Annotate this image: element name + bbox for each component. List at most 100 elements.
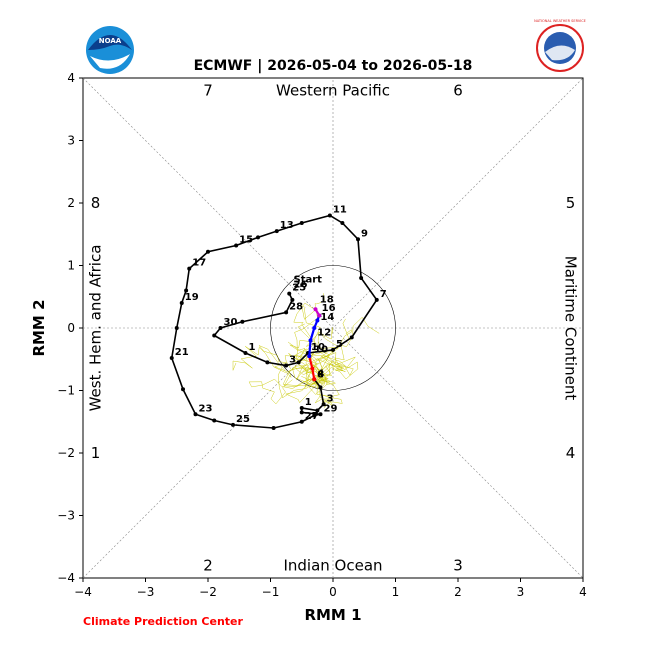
- y-tick-label: −2: [57, 446, 75, 460]
- y-tick-label: 4: [67, 71, 75, 85]
- ensemble-member-line: [301, 376, 343, 409]
- observed-point: [184, 288, 189, 293]
- forecast-point-label: 14: [320, 312, 334, 323]
- observed-point-label: 29: [324, 403, 338, 414]
- y-tick-label: 3: [67, 134, 75, 148]
- observed-point: [299, 419, 304, 424]
- observed-point: [299, 410, 304, 415]
- observed-point: [212, 333, 217, 338]
- forecast-point: [310, 366, 315, 371]
- observed-point: [340, 221, 345, 225]
- observed-point: [181, 387, 185, 392]
- observed-point-label: 25: [292, 283, 306, 294]
- phase-label: 5: [566, 194, 576, 212]
- observed-point-label: 25: [236, 414, 250, 425]
- y-tick-label: −1: [57, 384, 75, 398]
- x-tick-label: −1: [262, 585, 280, 599]
- x-tick-label: 2: [454, 585, 462, 599]
- phase-label: 4: [566, 444, 576, 462]
- region-label-bottom: Indian Ocean: [283, 557, 382, 575]
- observed-point: [174, 326, 179, 330]
- observed-point-label: 10: [311, 342, 325, 353]
- observed-point: [299, 221, 304, 225]
- observed-point-label: 15: [239, 235, 253, 246]
- observed-point-label: 4: [317, 368, 324, 379]
- observed-point: [234, 243, 239, 248]
- ensemble-member-line: [311, 348, 346, 388]
- observed-point-label: 11: [333, 205, 347, 216]
- forecast-point-label: 26: [294, 279, 308, 290]
- observed-point-label: 21: [175, 347, 189, 358]
- observed-point: [312, 413, 317, 418]
- region-label-right: Maritime Continent: [562, 256, 580, 401]
- observed-point: [187, 266, 192, 271]
- observed-point: [290, 297, 295, 302]
- forecast-point: [307, 354, 312, 359]
- nws-logo: NATIONAL WEATHER SERVICE: [534, 19, 586, 72]
- forecast-point-label: Start: [294, 274, 323, 285]
- observed-point: [315, 408, 320, 413]
- x-tick-label: 0: [329, 585, 337, 599]
- x-tick-label: −4: [74, 585, 92, 599]
- observed-point-label: 17: [192, 258, 206, 269]
- forecast-point-label: 12: [317, 327, 331, 338]
- forecast-point: [315, 318, 320, 323]
- amplitude-circle: [270, 265, 396, 391]
- observed-point: [240, 319, 245, 324]
- nws-logo-text: NATIONAL WEATHER SERVICE: [534, 19, 586, 23]
- forecast-point: [312, 326, 317, 330]
- observed-point: [299, 406, 304, 410]
- noaa-logo-text: NOAA: [99, 37, 122, 45]
- y-tick-label: −4: [57, 571, 75, 585]
- observed-point-label: 7: [380, 289, 387, 300]
- phase-label: 1: [91, 444, 101, 462]
- phase-label: 7: [203, 82, 213, 100]
- observed-point: [287, 291, 292, 296]
- observed-point: [218, 326, 223, 330]
- observed-point: [212, 418, 217, 423]
- chart-title: ECMWF | 2026-05-04 to 2026-05-18: [194, 58, 473, 74]
- x-tick-label: −2: [199, 585, 217, 599]
- observed-point: [284, 310, 289, 315]
- forecast-point: [312, 377, 317, 382]
- observed-point: [169, 356, 174, 360]
- ensemble-member-line: [304, 329, 352, 388]
- forecast-point-label: 8: [317, 369, 324, 380]
- y-axis-label: RMM 2: [30, 299, 48, 356]
- observed-point: [274, 229, 279, 234]
- phase-label: 8: [91, 194, 101, 212]
- forecast-point-label: 18: [320, 294, 334, 305]
- observed-point-label: 19: [185, 292, 199, 303]
- observed-point-label: 9: [361, 228, 368, 239]
- observed-point: [179, 301, 184, 305]
- observed-point: [321, 402, 326, 407]
- observed-point-label: 23: [199, 403, 213, 414]
- observed-trajectory-line: [170, 214, 378, 429]
- observed-point: [256, 235, 260, 240]
- forecast-point: [317, 313, 322, 318]
- ensemble-member-line: [311, 351, 359, 380]
- observed-point-label: 30: [224, 317, 238, 328]
- credit-text: Climate Prediction Center: [83, 615, 243, 628]
- ensemble-member-line: [232, 346, 309, 374]
- region-label-left: West. Hem. and Africa: [87, 245, 105, 412]
- observed-point: [356, 237, 360, 242]
- x-tick-label: 3: [517, 585, 525, 599]
- x-tick-label: 4: [579, 585, 587, 599]
- observed-point: [231, 422, 235, 427]
- ensemble-member-line: [305, 360, 335, 395]
- observed-point: [349, 335, 354, 340]
- observed-point-label: 28: [289, 301, 303, 312]
- observed-point: [331, 347, 335, 352]
- observed-point-label: 27: [305, 411, 319, 422]
- observed-point: [271, 426, 276, 430]
- forecast-point-label: 10: [314, 344, 328, 355]
- y-tick-label: 0: [67, 321, 75, 335]
- observed-point: [243, 351, 248, 355]
- x-tick-label: −3: [137, 585, 155, 599]
- forecast-point: [313, 307, 318, 312]
- x-tick-label: 1: [392, 585, 400, 599]
- y-tick-label: 1: [67, 259, 75, 273]
